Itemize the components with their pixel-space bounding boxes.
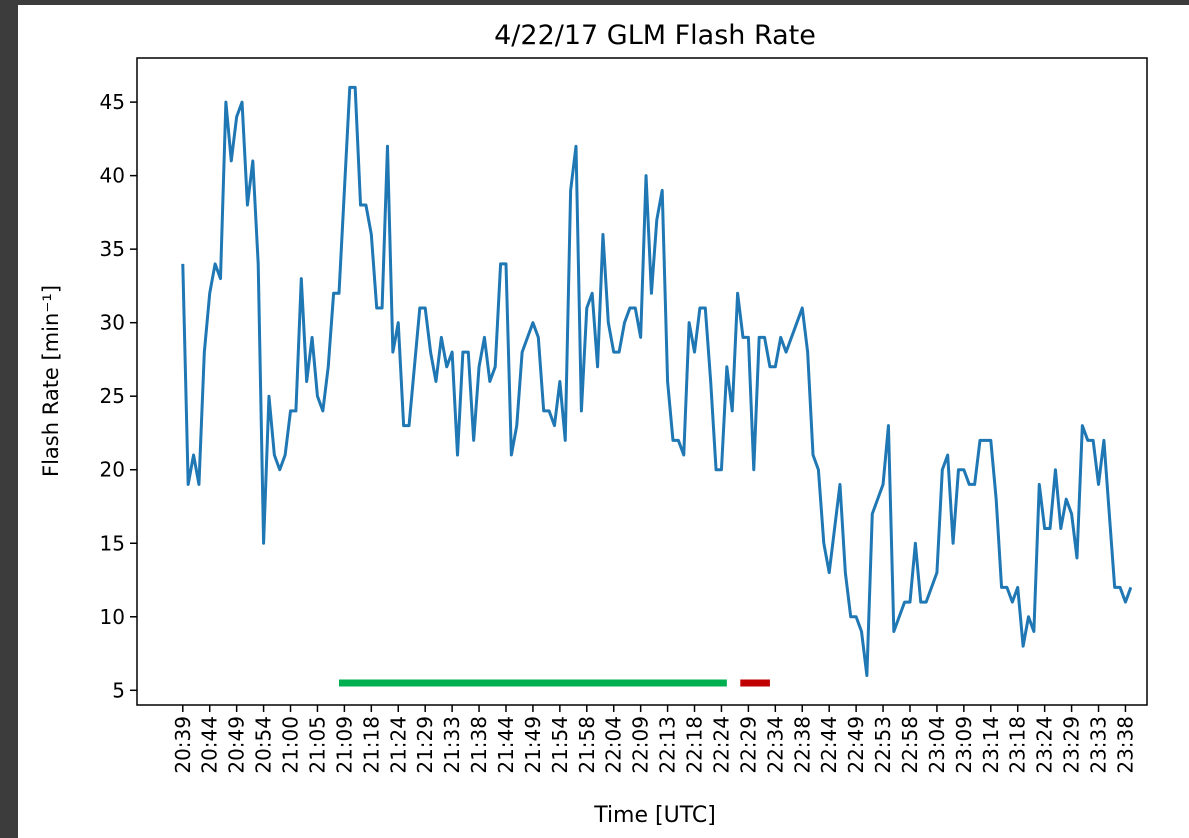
x-tick-label: 21:24 [386, 716, 410, 774]
x-tick-label: 20:54 [252, 716, 276, 774]
x-tick-label: 20:39 [171, 716, 195, 774]
x-tick-label: 21:54 [548, 716, 572, 774]
x-tick-label: 22:53 [871, 716, 895, 774]
y-axis-label: Flash Rate [min⁻¹] [39, 285, 63, 477]
x-tick-label: 21:49 [521, 716, 545, 774]
x-tick-label: 22:34 [763, 716, 787, 774]
y-tick-label: 25 [100, 384, 125, 408]
y-tick-label: 15 [100, 531, 125, 555]
y-tick-label: 20 [100, 458, 125, 482]
x-tick-label: 23:38 [1113, 716, 1137, 774]
x-tick-label: 21:05 [305, 716, 329, 774]
x-tick-label: 22:13 [656, 716, 680, 774]
x-tick-label: 21:18 [359, 716, 383, 774]
x-tick-label: 22:18 [683, 716, 707, 774]
x-tick-label: 22:44 [817, 716, 841, 774]
x-tick-label: 22:49 [844, 716, 868, 774]
x-tick-label: 23:29 [1060, 716, 1084, 774]
x-tick-label: 23:18 [1006, 716, 1030, 774]
x-tick-label: 22:29 [736, 716, 760, 774]
x-axis-label: Time [UTC] [593, 803, 716, 828]
x-tick-label: 21:44 [494, 716, 518, 774]
x-tick-label: 23:09 [952, 716, 976, 774]
x-tick-label: 20:49 [225, 716, 249, 774]
x-tick-label: 21:29 [413, 716, 437, 774]
figure-background [18, 5, 1189, 838]
y-tick-label: 35 [100, 237, 125, 261]
plot-frame [136, 57, 1148, 706]
x-tick-label: 21:58 [575, 716, 599, 774]
x-tick-label: 22:58 [898, 716, 922, 774]
x-tick-label: 21:38 [467, 716, 491, 774]
x-tick-label: 23:24 [1033, 716, 1057, 774]
x-tick-label: 21:09 [332, 716, 356, 774]
chart-title: 4/22/17 GLM Flash Rate [494, 20, 816, 51]
y-tick-label: 10 [100, 605, 125, 629]
y-tick-label: 40 [100, 164, 125, 188]
x-tick-label: 22:09 [629, 716, 653, 774]
x-tick-label: 22:38 [790, 716, 814, 774]
x-tick-label: 22:04 [602, 716, 626, 774]
x-tick-label: 20:44 [198, 716, 222, 774]
data-line [181, 85, 1133, 678]
x-tick-label: 23:14 [979, 716, 1003, 774]
x-tick-label: 21:33 [440, 716, 464, 774]
y-tick-label: 30 [100, 311, 125, 335]
y-tick-label: 45 [100, 90, 125, 114]
x-tick-label: 21:00 [279, 716, 303, 774]
x-tick-label: 23:04 [925, 716, 949, 774]
x-tick-label: 22:24 [709, 716, 733, 774]
x-tick-label: 23:33 [1087, 716, 1111, 774]
y-tick-label: 5 [112, 678, 125, 702]
